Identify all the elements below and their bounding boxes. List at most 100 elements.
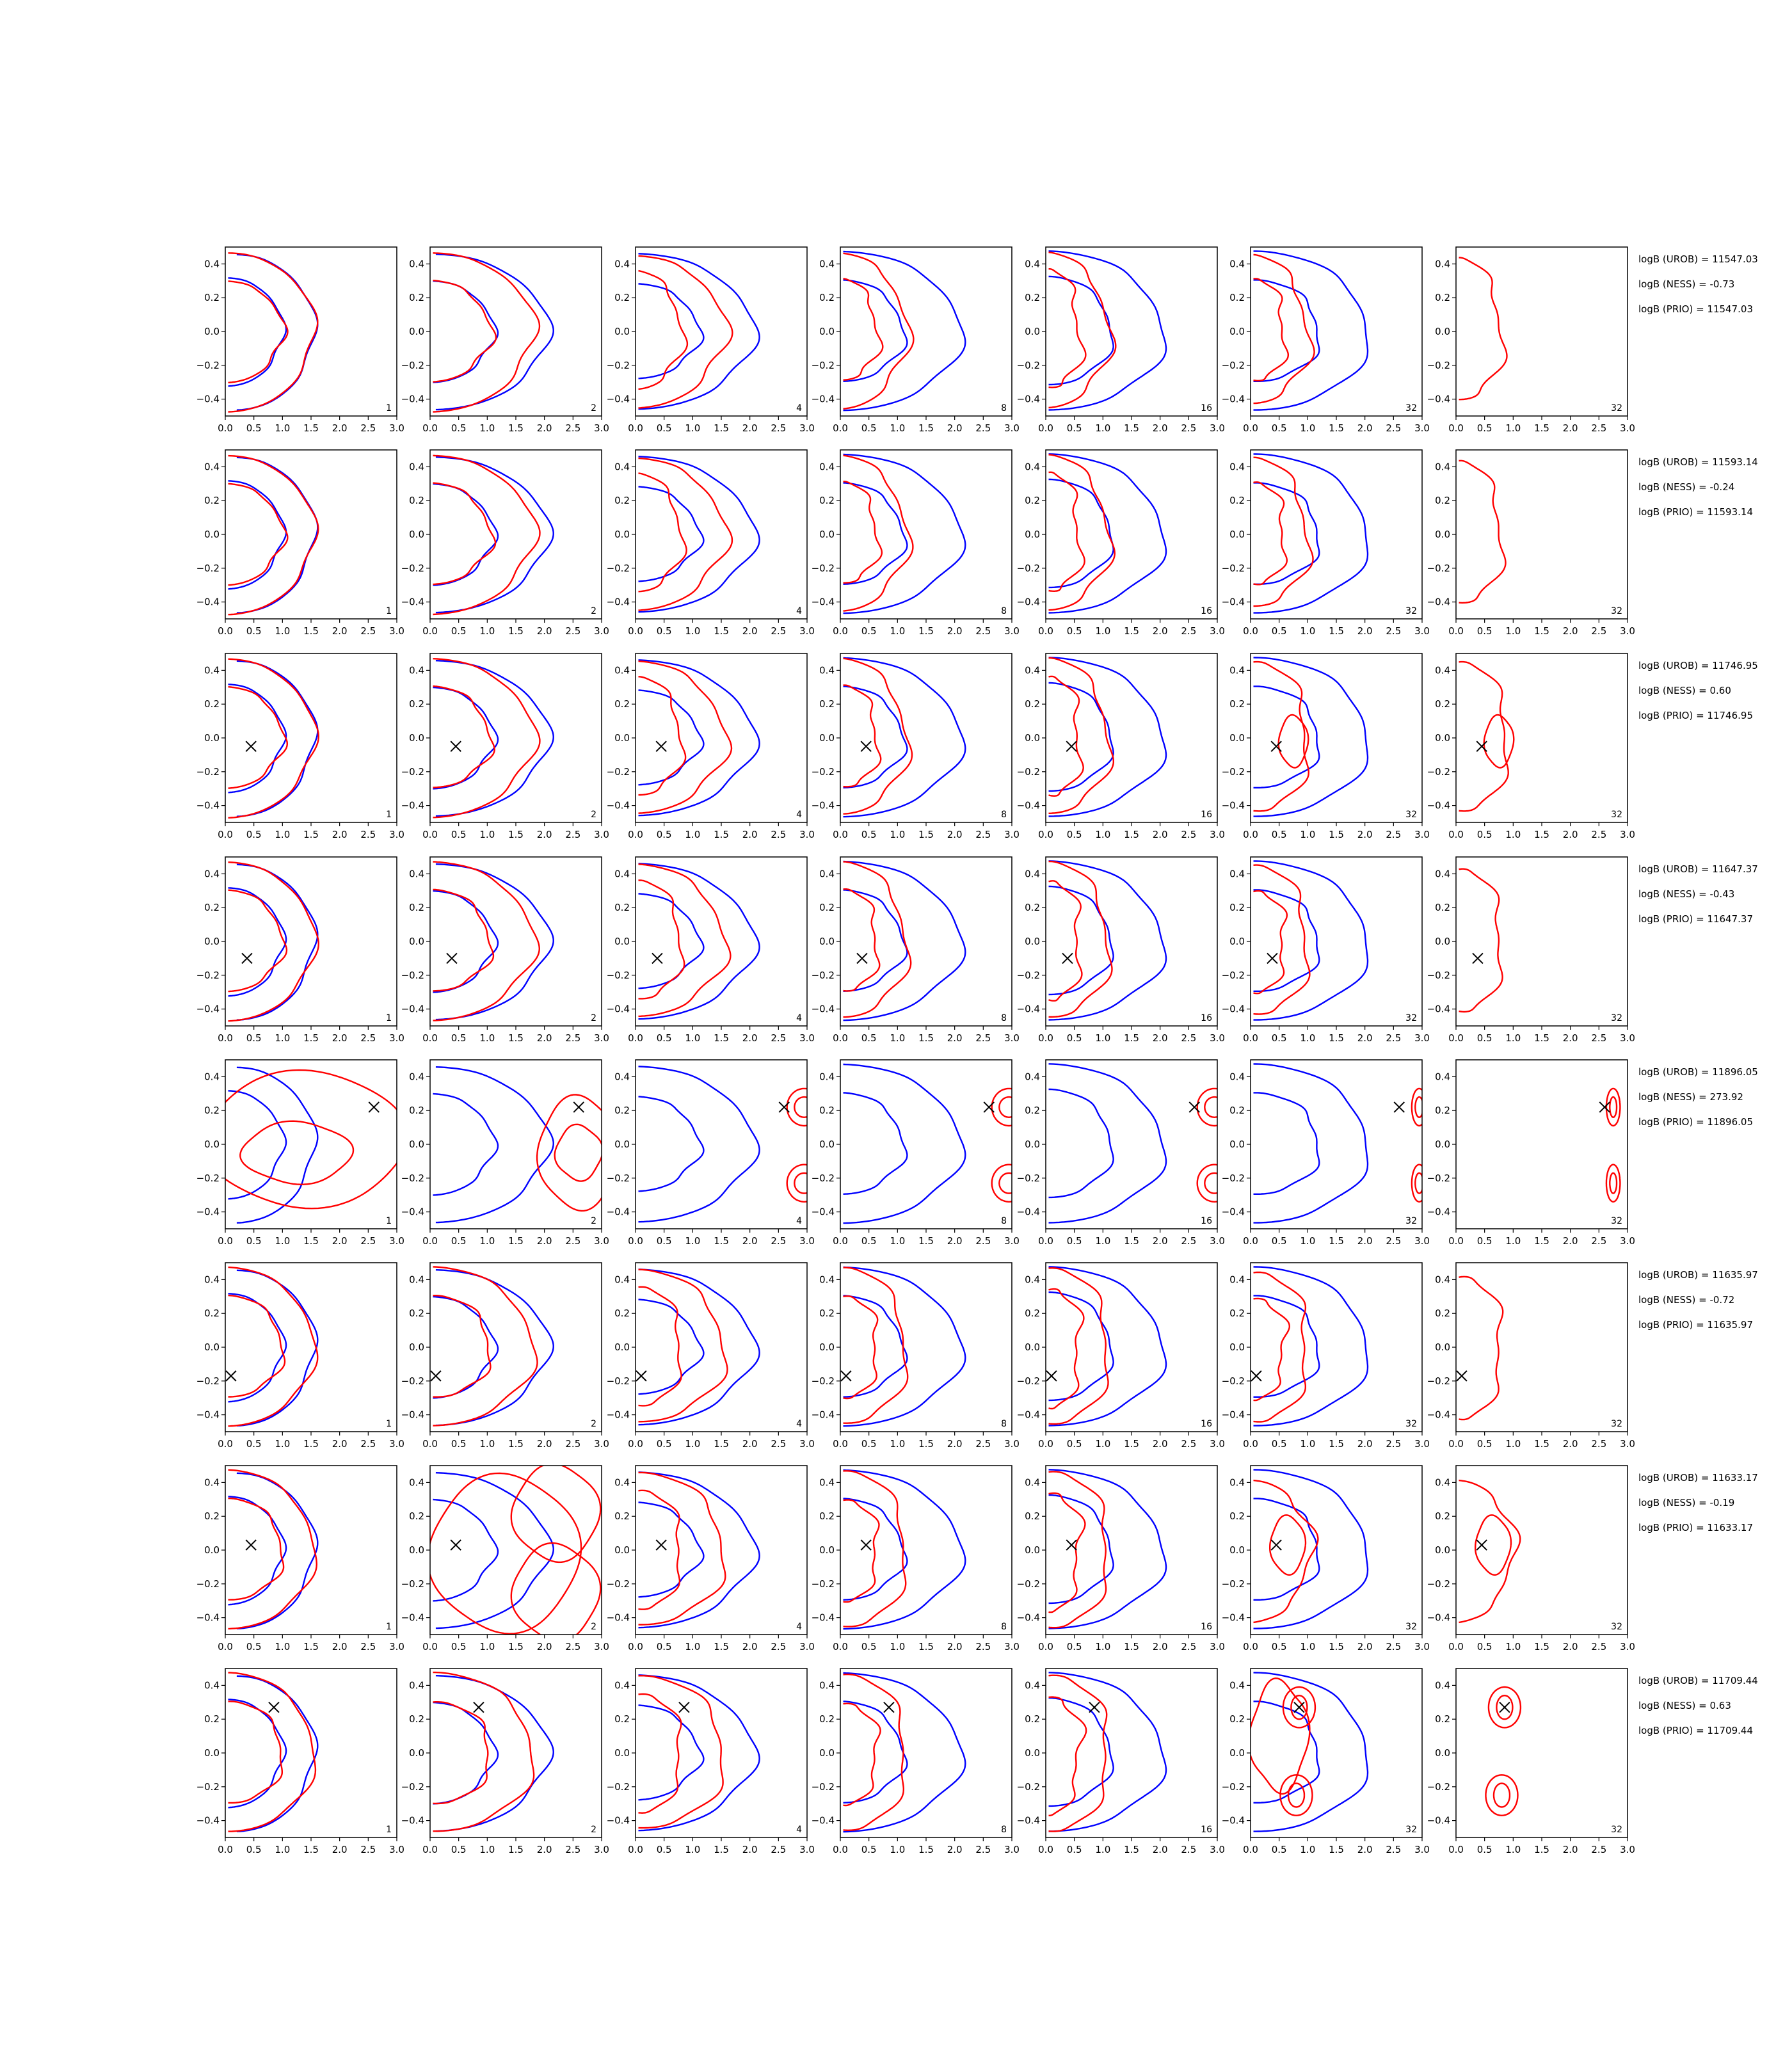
y-tick-label: −0.4 [607,800,630,812]
y-tick-label: −0.4 [1427,394,1450,405]
x-tick-label: 1.5 [303,1235,319,1247]
x-tick-label: 2.0 [332,1641,348,1652]
true-value-marker [983,1101,995,1113]
y-tick-label: −0.4 [812,1815,835,1827]
x-tick-label: 1.0 [1505,422,1521,434]
red-contour [843,1267,909,1424]
x-tick-label: 0.0 [218,625,233,637]
x-tick-label: 2.0 [742,1032,758,1044]
red-contour [433,1295,492,1398]
y-tick-label: −0.2 [196,970,220,981]
panel-r7-c2: 0.0 0.5 1.0 1.5 2.0 2.5 3.0 0.4 0.2 0.0 −0.2 −0.4 2 [401,1465,609,1652]
red-contour [1605,1087,1621,1127]
blue-contour [1253,860,1369,1021]
x-tick-label: 0.5 [657,422,672,434]
x-tick-label: 1.0 [890,1641,905,1652]
x-tick-label: 1.0 [1095,1235,1110,1247]
y-tick-label: 0.2 [1229,495,1245,506]
x-tick-label: 0.5 [657,1641,672,1652]
x-tick-label: 2.5 [975,422,991,434]
red-contour [433,280,497,383]
red-contour [228,686,289,789]
x-tick-label: 0.5 [451,422,467,434]
x-tick-label: 1.5 [1534,1032,1549,1044]
y-tick-label: −0.4 [812,394,835,405]
y-tick-label: 0.4 [1435,1476,1450,1488]
y-tick-label: −0.4 [1427,1612,1450,1624]
x-tick-label: 3.0 [1414,1438,1430,1450]
red-contour [638,660,733,814]
axes-frame [225,1059,397,1229]
panel-r1-c7: 0.0 0.5 1.0 1.5 2.0 2.5 3.0 0.4 0.2 0.0 −0.2 −0.4 32 [1427,246,1635,434]
red-contour [1459,257,1508,401]
y-tick-label: −0.4 [607,596,630,608]
x-tick-label: 0.0 [1448,1235,1464,1247]
blue-contour [236,253,319,411]
panel-count-label: 32 [1405,810,1417,820]
blue-contour [1048,682,1114,792]
x-tick-label: 0.0 [1448,829,1464,840]
contour-group [1253,453,1369,614]
x-tick-label: 1.0 [1505,1641,1521,1652]
axes-frame [1250,449,1423,620]
x-tick-label: 0.5 [246,1641,262,1652]
y-tick-label: 0.0 [1229,1341,1245,1353]
y-tick-label: 0.0 [1229,529,1245,540]
x-tick-label: 2.5 [1181,829,1196,840]
axes-frame [1250,1262,1423,1432]
x-tick-label: 0.0 [628,1235,643,1247]
x-tick-label: 0.5 [657,1438,672,1450]
y-tick-label: 0.4 [1435,461,1450,472]
blue-contour [228,887,287,997]
y-tick-label: 0.0 [409,1544,424,1556]
row-annotations: logB (UROB) = 11709.44 logB (NESS) = 0.63… [1638,1675,1758,1736]
panel-r7-c3: 0.0 0.5 1.0 1.5 2.0 2.5 3.0 0.4 0.2 0.0 −0.2 −0.4 4 [607,1465,815,1652]
panel-r6-c7: 0.0 0.5 1.0 1.5 2.0 2.5 3.0 0.4 0.2 0.0 −0.2 −0.4 32 [1427,1262,1635,1450]
y-tick-label: 0.0 [204,326,220,337]
panel-count-label: 32 [1405,606,1417,616]
true-value-marker [1046,1370,1057,1382]
x-tick-label: 1.5 [303,1844,319,1855]
red-contour [1048,657,1114,814]
x-tick-label: 3.0 [1414,1844,1430,1855]
red-contour [1287,1782,1306,1808]
contour-group [1459,1479,1521,1624]
row-annotations: logB (UROB) = 11547.03 logB (NESS) = -0.7… [1638,253,1758,315]
x-tick-label: 2.5 [771,1235,786,1247]
x-tick-label: 0.5 [246,1844,262,1855]
contour-group [638,1471,760,1629]
y-tick-label: 0.2 [1435,698,1450,710]
y-tick-label: 0.0 [1229,1139,1245,1150]
contour-group [433,658,554,819]
x-tick-label: 2.0 [947,422,963,434]
axes-frame [1250,246,1423,417]
y-tick-label: −0.2 [401,1578,424,1590]
y-tick-label: −0.2 [812,563,835,574]
logB-annotation: logB (NESS) = -0.19 [1638,1497,1734,1508]
y-tick-label: −0.4 [196,1409,220,1421]
x-tick-label: 2.5 [1591,1032,1606,1044]
y-tick-label: −0.2 [1427,1172,1450,1184]
y-tick-label: 0.2 [1025,1713,1040,1725]
blue-contour [236,1066,319,1224]
axes-frame [1045,1059,1218,1229]
true-value-marker [860,740,872,752]
panel-count-label: 8 [1001,1216,1007,1226]
logB-annotation: logB (PRIO) = 11709.44 [1638,1725,1753,1736]
x-tick-label: 2.0 [1153,1641,1168,1652]
y-tick-label: −0.2 [1222,766,1245,778]
axes-frame [635,653,808,823]
x-tick-label: 0.5 [1272,1032,1287,1044]
y-tick-label: 0.0 [409,732,424,744]
x-tick-label: 0.5 [1477,829,1492,840]
x-tick-label: 1.5 [714,625,729,637]
panel-count-label: 8 [1001,1419,1007,1429]
y-tick-label: 0.2 [204,698,220,710]
logB-annotation: logB (PRIO) = 11633.17 [1638,1522,1753,1533]
axes-frame [429,856,602,1027]
x-tick-label: 1.5 [1534,829,1549,840]
x-tick-label: 2.5 [1386,422,1401,434]
x-tick-label: 3.0 [594,1844,609,1855]
y-tick-label: −0.2 [401,970,424,981]
red-contour [1609,1096,1618,1119]
